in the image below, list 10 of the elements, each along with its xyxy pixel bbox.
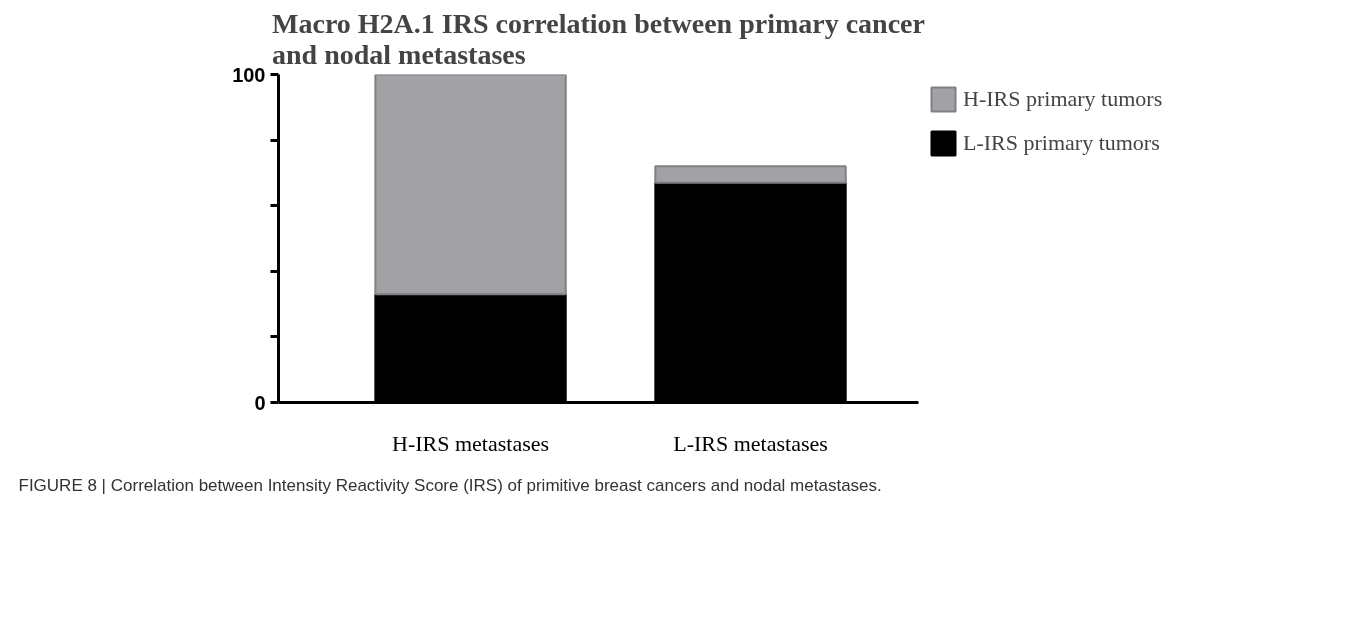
y-tick-label: 100	[232, 63, 266, 86]
bar	[654, 165, 847, 184]
x-tick-label: L-IRS metastases	[673, 430, 828, 456]
legend-label: H-IRS primary tumors	[963, 86, 1163, 112]
caption: FIGURE 8 | Correlation between Intensity Reactivity Score (IRS) of primitive breast cancers and nodal metastases.	[18, 475, 882, 495]
chart-title: Macro H2A.1 IRS correlation between primary cancer and nodal metastases	[272, 7, 925, 70]
legend-label: L-IRS primary tumors	[963, 130, 1160, 156]
bar	[374, 74, 567, 296]
y-tick-label: 0	[254, 391, 266, 414]
x-tick-label: H-IRS metastases	[392, 430, 550, 456]
